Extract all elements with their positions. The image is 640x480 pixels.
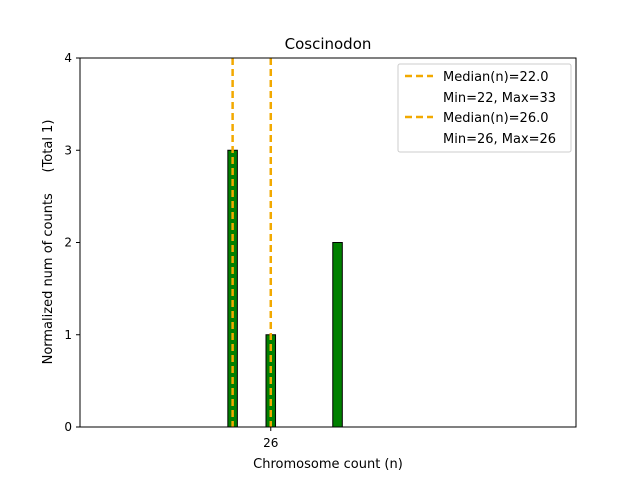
y-axis-ticks: 0 1 2 3 4: [64, 51, 80, 434]
y-tick-label-1: 1: [64, 328, 72, 342]
x-axis-ticks: 26: [263, 427, 278, 450]
chart-title: Coscinodon: [285, 35, 372, 53]
y-tick-label-2: 2: [64, 236, 72, 250]
bar-3: [332, 242, 343, 428]
y-tick-label-3: 3: [64, 143, 72, 157]
legend: Median(n)=22.0 Min=22, Max=33 Median(n)=…: [397, 63, 572, 153]
legend-sub-2: Min=26, Max=26: [443, 132, 556, 147]
legend-box: [397, 63, 572, 153]
y-tick-label-0: 0: [64, 420, 72, 434]
legend-label-1: Median(n)=22.0: [443, 70, 549, 85]
legend-label-2: Median(n)=26.0: [443, 111, 549, 126]
legend-sub-1: Min=22, Max=33: [443, 91, 556, 106]
median-lines: [231, 58, 273, 427]
y-axis-label: Normalized num of counts (Total 1): [41, 120, 56, 365]
y-tick-label-4: 4: [64, 51, 72, 65]
x-tick-label-0: 26: [263, 436, 278, 450]
x-axis-label: Chromosome count (n): [253, 457, 403, 472]
